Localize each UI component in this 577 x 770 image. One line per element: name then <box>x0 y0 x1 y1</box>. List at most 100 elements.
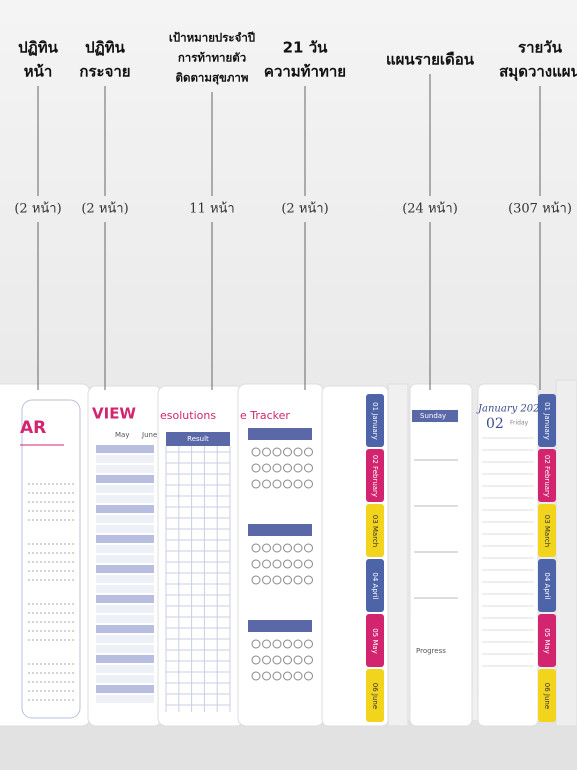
overview-row <box>96 505 154 513</box>
feature-title: ปฏิทิน <box>18 39 58 57</box>
feature-title: ปฏิทิน <box>85 39 125 57</box>
page-count: (307 หน้า) <box>508 202 572 217</box>
tracker-dot <box>304 447 313 457</box>
daily-page <box>477 383 539 727</box>
tracker-dot <box>272 447 282 457</box>
tab-label: 05 May <box>543 628 551 654</box>
tracker-dot <box>272 559 282 569</box>
month-tab <box>538 669 556 722</box>
overview-row <box>96 525 154 533</box>
tracker-dot <box>304 559 313 569</box>
overview-month: June <box>141 431 157 439</box>
tracker-dot <box>262 543 271 553</box>
tracker-dot <box>272 543 282 553</box>
tracker-dot <box>272 655 282 665</box>
tracker-dot <box>293 655 303 665</box>
day-label: Sunday <box>420 412 446 420</box>
tab-label: 04 April <box>543 572 551 599</box>
overview-row <box>96 475 154 483</box>
day-header <box>412 410 458 422</box>
month-tab <box>366 394 384 447</box>
tracker-dot <box>272 671 282 681</box>
tab-label: 02 February <box>371 455 379 497</box>
month-tab <box>366 449 384 502</box>
month-tab <box>366 614 384 667</box>
page-edges <box>387 383 409 727</box>
overview-row <box>96 515 154 523</box>
month-tab <box>538 504 556 557</box>
overview-row <box>96 655 154 663</box>
tracker-dot <box>272 575 282 585</box>
tracker-dot <box>304 639 313 649</box>
overview-row <box>96 605 154 613</box>
overview-row <box>96 615 154 623</box>
result-label: Result <box>187 435 209 443</box>
overview-row <box>96 595 154 603</box>
tab-label: 06 June <box>371 683 379 709</box>
tracker-dot <box>304 463 313 473</box>
overview-row <box>96 635 154 643</box>
daily-weekday: Friday <box>510 420 529 427</box>
overview-row <box>96 685 154 693</box>
overview-row <box>96 555 154 563</box>
overview-row <box>96 495 154 503</box>
tracker-dot <box>283 559 292 569</box>
page-count: 11 หน้า <box>189 202 234 217</box>
feature-title: รายวัน <box>518 39 563 57</box>
tracker-heading: e Tracker <box>240 409 290 422</box>
tracker-dot <box>283 655 292 665</box>
feature-title: ความท้าทาย <box>264 63 346 81</box>
tracker-dot <box>262 639 271 649</box>
resolutions-heading: esolutions <box>160 409 216 422</box>
tab-label: 01 January <box>371 402 379 440</box>
overview-row <box>96 625 154 633</box>
tracker-dot <box>293 575 303 585</box>
tracker-dot <box>262 479 271 489</box>
result-header <box>166 432 230 446</box>
feature-title: ติดตามสุขภาพ <box>176 71 249 86</box>
overview-row <box>96 535 154 543</box>
tracker-dot <box>251 639 261 649</box>
page-count: (24 หน้า) <box>402 202 458 217</box>
tracker-dot <box>304 543 313 553</box>
overview-row <box>96 545 154 553</box>
tracker-dot <box>272 479 282 489</box>
month-tab <box>538 614 556 667</box>
tracker-dot <box>283 543 292 553</box>
overview-row <box>96 665 154 673</box>
tracker-dot <box>293 463 303 473</box>
feature-title: เป้าหมายประจำปี <box>169 31 255 45</box>
tab-label: 05 May <box>371 628 379 654</box>
progress-label: Progress <box>416 647 446 655</box>
tracker-dot <box>293 559 303 569</box>
page-edges <box>555 379 577 727</box>
tracker-dot <box>251 575 261 585</box>
overview-row <box>96 465 154 473</box>
tracker-band <box>248 620 312 632</box>
tracker-dot <box>283 463 292 473</box>
month-tab <box>538 559 556 612</box>
page-count: (2 หน้า) <box>81 202 128 217</box>
tracker-dot <box>262 655 271 665</box>
overview-row <box>96 445 154 453</box>
page-stack: AR VIEW May June esolutions Result e Tra… <box>0 379 577 727</box>
tracker-band <box>248 524 312 536</box>
tracker-dot <box>304 671 313 681</box>
tab-label: 01 January <box>543 402 551 440</box>
tracker-dot <box>272 463 282 473</box>
calendar-frame <box>21 399 81 719</box>
overview-row <box>96 645 154 653</box>
tracker-dot <box>262 559 271 569</box>
overview-month: May <box>115 431 129 439</box>
tracker-dot <box>293 447 303 457</box>
tab-label: 03 March <box>371 515 379 547</box>
tracker-dot <box>293 671 303 681</box>
tracker-dot <box>293 479 303 489</box>
month-tab <box>538 449 556 502</box>
tracker-dot <box>251 447 261 457</box>
monthly-page <box>409 383 473 727</box>
overview-row <box>96 575 154 583</box>
overview-row <box>96 455 154 463</box>
